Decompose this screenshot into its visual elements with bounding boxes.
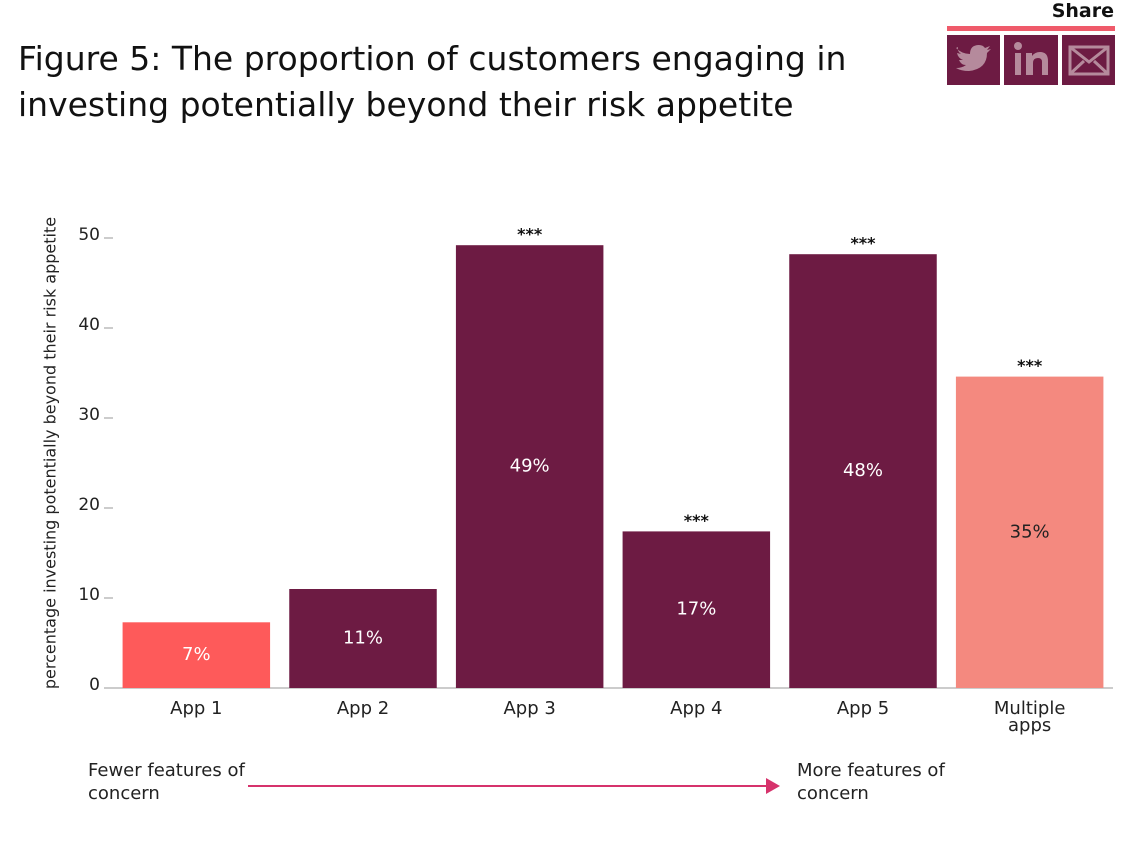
value-label: 11% (343, 628, 383, 649)
y-tick-label: 50 (78, 225, 100, 245)
bar (622, 531, 771, 688)
y-tick-label: 40 (78, 315, 100, 335)
arrow-head (766, 778, 780, 794)
y-tick-label: 30 (78, 405, 100, 425)
value-label: 17% (676, 599, 716, 620)
y-tick-label: 20 (78, 495, 100, 515)
linkedin-button[interactable] (1004, 35, 1058, 85)
bar (789, 254, 937, 688)
chart-title: Figure 5: The proportion of customers en… (18, 39, 847, 124)
significance: *** (850, 234, 876, 253)
share-label: Share (1051, 0, 1114, 22)
significance: *** (1017, 356, 1043, 375)
value-label: 7% (182, 644, 211, 665)
bar (289, 589, 437, 688)
x-tick-label: App 2 (336, 698, 390, 719)
value-label: 48% (843, 460, 883, 481)
bar (955, 376, 1104, 688)
significance: *** (684, 511, 710, 530)
note-right: More features of concern (797, 760, 945, 804)
share-bar (947, 26, 1115, 31)
significance: *** (517, 225, 543, 244)
y-axis-label: percentage investing potentially beyond … (41, 217, 60, 689)
value-label: 49% (510, 456, 550, 477)
x-tick-label: App 4 (670, 698, 723, 719)
x-tick-label: Multiple apps (993, 698, 1066, 736)
x-tick-label: App 1 (170, 698, 223, 719)
bar (122, 622, 271, 688)
note-left: Fewer features of concern (88, 760, 245, 804)
y-tick-label: 0 (89, 675, 100, 695)
value-label: 35% (1010, 521, 1050, 542)
bar (455, 245, 604, 688)
twitter-button[interactable] (947, 35, 1000, 85)
email-button[interactable] (1062, 35, 1115, 85)
x-tick-label: App 5 (836, 698, 890, 719)
x-tick-label: App 3 (503, 698, 556, 719)
y-tick-label: 10 (78, 585, 100, 605)
